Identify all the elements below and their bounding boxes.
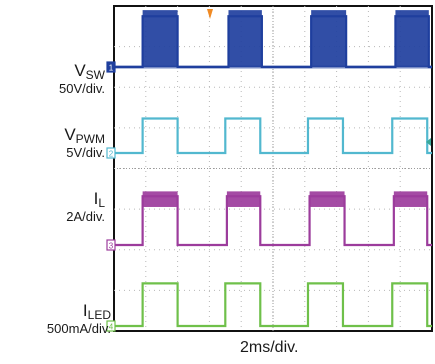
- channel-marker-text: 4: [109, 323, 114, 332]
- switching-band: [142, 191, 178, 207]
- channel-markers: 1 2 3 4: [106, 61, 116, 332]
- switching-band: [393, 191, 428, 207]
- traces: [114, 10, 432, 328]
- channel-marker-1: 1: [106, 61, 116, 73]
- switching-band: [311, 10, 347, 67]
- channel-marker-text: 3: [109, 242, 114, 251]
- switching-band: [309, 191, 345, 207]
- channel-marker-4: 4: [106, 320, 116, 332]
- switching-band: [228, 10, 262, 67]
- channel-marker-text: 2: [109, 150, 114, 159]
- waveform: [114, 282, 432, 328]
- channel-marker-2: 2: [106, 147, 116, 159]
- trace-v-pwm: [114, 117, 432, 155]
- channel-marker-text: 1: [109, 64, 114, 73]
- x-axis-label: 2ms/div.: [240, 339, 299, 356]
- label-iled: ILED 500mA/div.: [46, 301, 111, 336]
- baseline-ripple: [114, 65, 432, 69]
- label-vsw: VSW 50V/div.: [58, 61, 105, 96]
- switching-band: [226, 191, 261, 207]
- label-vpwm: VPWM 5V/div.: [64, 125, 105, 160]
- label-il: IL 2A/div.: [66, 189, 105, 224]
- channel-marker-3: 3: [106, 239, 116, 251]
- trace-i-led: [114, 282, 432, 328]
- trigger-level-marker: [426, 138, 431, 146]
- switching-band: [395, 10, 429, 67]
- trigger-marker: [207, 9, 213, 19]
- trace-v-sw: [114, 10, 432, 69]
- grid: [114, 6, 432, 331]
- switching-band: [142, 10, 178, 67]
- waveform: [114, 117, 432, 155]
- trace-i-l: [114, 191, 432, 247]
